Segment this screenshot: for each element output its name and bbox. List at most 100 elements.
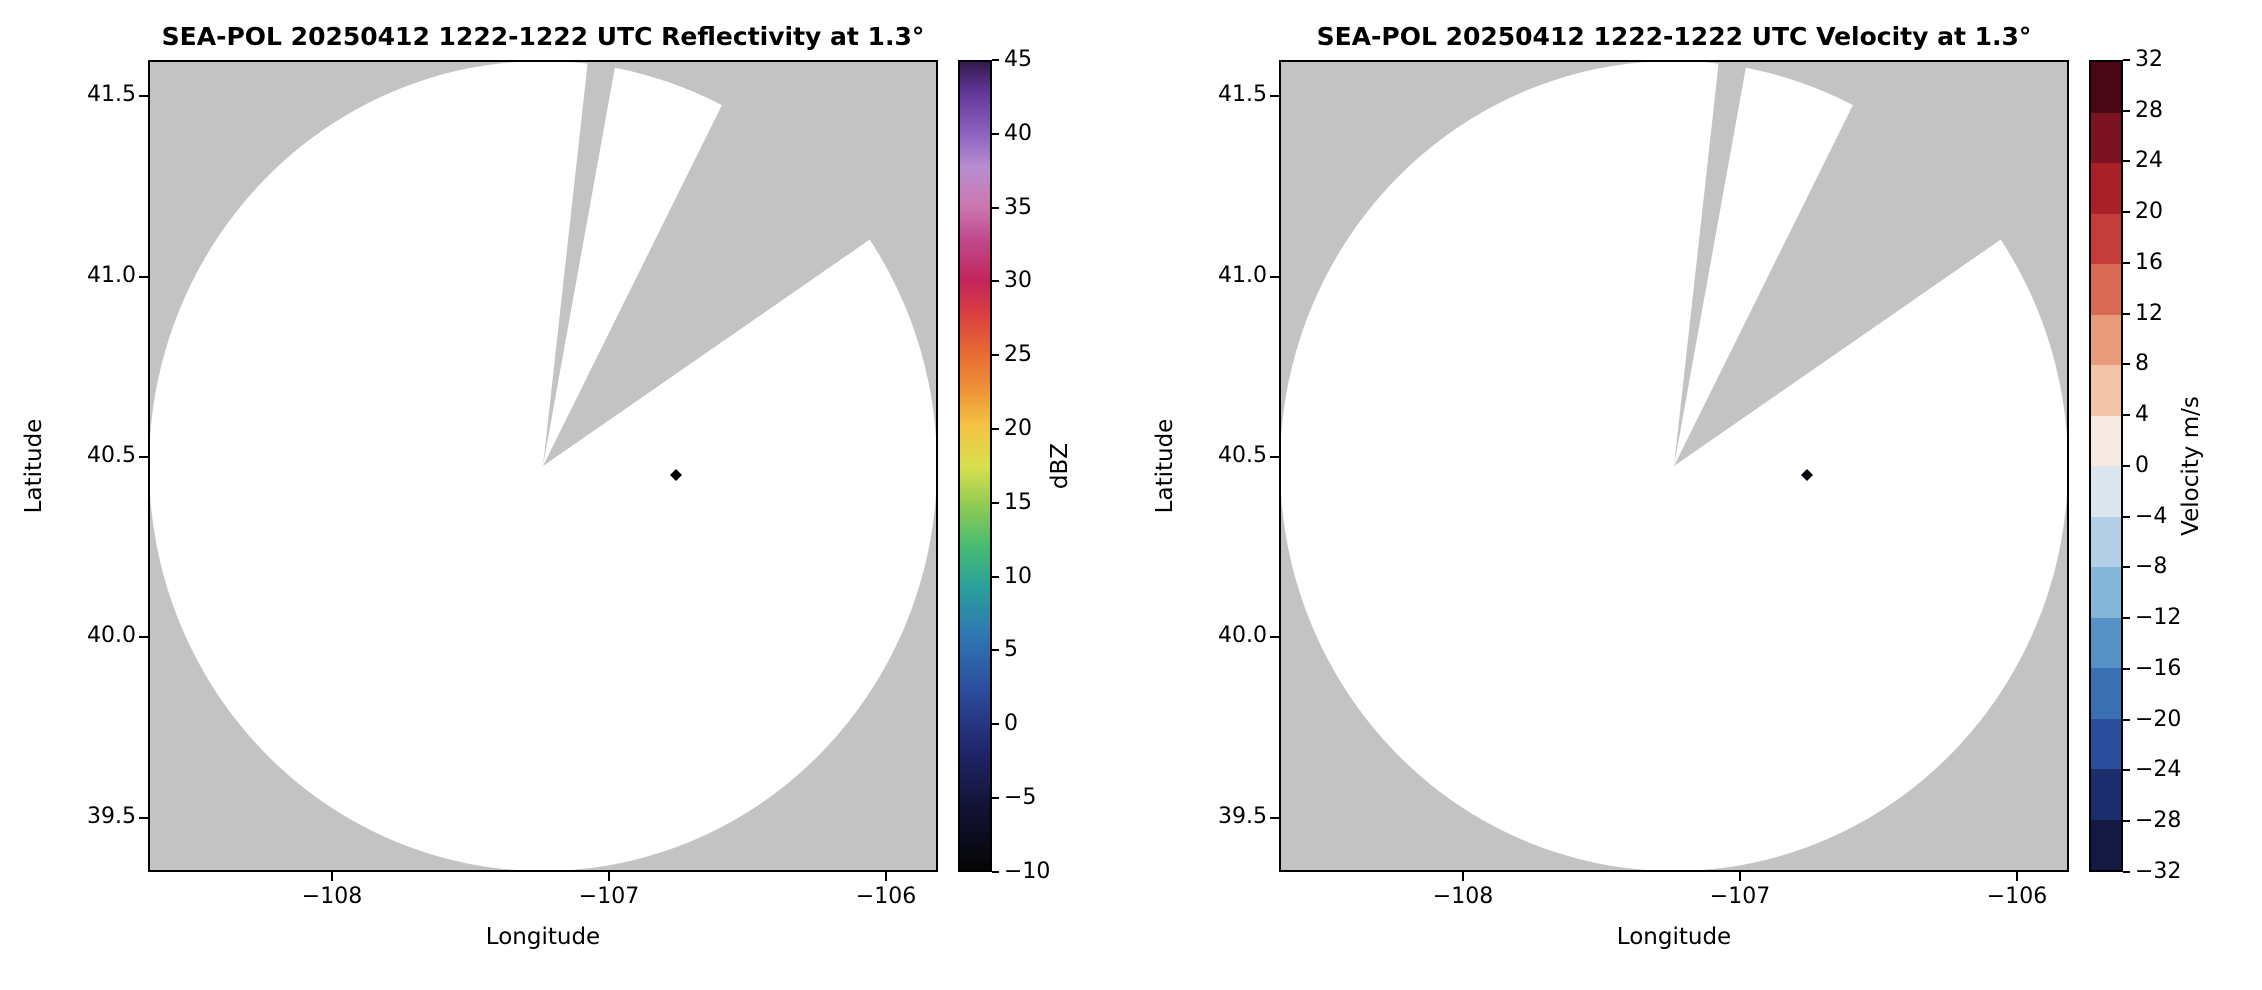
y-axis-label: Latitude — [1152, 418, 1178, 514]
y-tick-mark — [139, 817, 148, 819]
y-tick-label: 39.5 — [87, 804, 136, 829]
colorbar-tick-mark — [2123, 262, 2130, 264]
colorbar-tick-label: 30 — [1004, 268, 1032, 293]
colorbar-tick-label: 12 — [2135, 301, 2163, 326]
colorbar-tick-mark — [2123, 871, 2130, 873]
echo-marker — [1801, 469, 1813, 481]
colorbar-tick-mark — [2123, 668, 2130, 670]
colorbar-tick-mark — [2123, 465, 2130, 467]
velocity-plot-area — [1279, 60, 2069, 872]
colorbar-tick-mark — [2123, 516, 2130, 518]
colorbar-tick-mark — [2123, 617, 2130, 619]
colorbar-tick-mark — [992, 576, 999, 578]
colorbar-tick-mark — [992, 133, 999, 135]
colorbar-tick-mark — [2123, 414, 2130, 416]
reflectivity-plot-area — [148, 60, 938, 872]
y-tick-mark — [1270, 276, 1279, 278]
y-tick-mark — [1270, 817, 1279, 819]
colorbar-tick-mark — [992, 280, 999, 282]
echo-marker — [670, 469, 682, 481]
colorbar-tick-mark — [2123, 820, 2130, 822]
colorbar-tick-label: −20 — [2135, 707, 2182, 732]
colorbar-tick-mark — [992, 649, 999, 651]
colorbar-tick-label: −28 — [2135, 808, 2182, 833]
colorbar-tick-label: 20 — [2135, 199, 2163, 224]
reflectivity-panel: SEA-POL 20250412 1222-1222 UTC Reflectiv… — [21, 22, 1073, 950]
x-tick-label: −108 — [301, 884, 363, 909]
y-tick-mark — [1270, 95, 1279, 97]
x-tick-mark — [2016, 872, 2018, 881]
colorbar-tick-label: 32 — [2135, 47, 2163, 72]
y-tick-label: 41.5 — [87, 82, 136, 107]
x-tick-mark — [608, 872, 610, 881]
x-tick-mark — [885, 872, 887, 881]
colorbar-tick-mark — [2123, 769, 2130, 771]
colorbar-tick-mark — [2123, 566, 2130, 568]
y-tick-label: 40.5 — [1218, 443, 1267, 468]
reflectivity-colorbar-fill — [960, 62, 990, 870]
colorbar-tick-label: 24 — [2135, 148, 2163, 173]
colorbar-tick-mark — [992, 871, 999, 873]
colorbar-tick-mark — [992, 797, 999, 799]
colorbar-tick-mark — [992, 207, 999, 209]
x-tick-label: −107 — [578, 884, 640, 909]
plot-border — [1279, 60, 2069, 872]
x-axis-label: Longitude — [1616, 924, 1732, 950]
y-tick-label: 40.0 — [87, 623, 136, 648]
colorbar-tick-mark — [2123, 59, 2130, 61]
colorbar-axis-label: Velocity m/s — [2178, 396, 2204, 536]
colorbar-tick-mark — [2123, 160, 2130, 162]
colorbar-tick-label: 5 — [1004, 637, 1018, 662]
colorbar-tick-label: −32 — [2135, 859, 2182, 884]
colorbar-tick-label: 15 — [1004, 490, 1032, 515]
colorbar-tick-label: 20 — [1004, 416, 1032, 441]
colorbar-tick-label: 28 — [2135, 98, 2163, 123]
colorbar-tick-label: −16 — [2135, 656, 2182, 681]
colorbar-tick-mark — [2123, 363, 2130, 365]
colorbar-tick-mark — [992, 502, 999, 504]
velocity-colorbar-fill — [2091, 62, 2121, 870]
x-tick-label: −106 — [1986, 884, 2048, 909]
y-tick-mark — [139, 456, 148, 458]
page-title: SEA-POL 20250412 1222-1222 UTC Velocity … — [1316, 22, 2032, 51]
x-tick-label: −107 — [1709, 884, 1771, 909]
colorbar-tick-label: 25 — [1004, 342, 1032, 367]
colorbar-tick-label: 10 — [1004, 564, 1032, 589]
colorbar-tick-label: 0 — [1004, 711, 1018, 736]
blocked-sector-wide — [1674, 104, 2002, 467]
y-tick-mark — [139, 276, 148, 278]
y-tick-mark — [1270, 456, 1279, 458]
colorbar-tick-mark — [2123, 313, 2130, 315]
colorbar-tick-label: −24 — [2135, 757, 2182, 782]
x-tick-mark — [1462, 872, 1464, 881]
colorbar-tick-mark — [992, 723, 999, 725]
colorbar-tick-mark — [992, 59, 999, 61]
velocity-colorbar — [2089, 60, 2123, 872]
y-tick-label: 40.0 — [1218, 623, 1267, 648]
y-tick-mark — [139, 95, 148, 97]
colorbar-tick-label: −12 — [2135, 605, 2182, 630]
colorbar-tick-label: 16 — [2135, 250, 2163, 275]
colorbar-tick-label: 4 — [2135, 402, 2149, 427]
y-tick-mark — [1270, 636, 1279, 638]
page-title: SEA-POL 20250412 1222-1222 UTC Reflectiv… — [161, 22, 925, 51]
x-tick-label: −108 — [1432, 884, 1494, 909]
y-tick-label: 39.5 — [1218, 804, 1267, 829]
colorbar-tick-label: 40 — [1004, 121, 1032, 146]
colorbar-tick-label: 45 — [1004, 47, 1032, 72]
colorbar-tick-mark — [992, 428, 999, 430]
blocked-sector-wide — [543, 104, 871, 467]
y-tick-label: 40.5 — [87, 443, 136, 468]
colorbar-tick-label: 8 — [2135, 351, 2149, 376]
colorbar-tick-label: −8 — [2135, 554, 2168, 579]
blocked-sector-narrow — [543, 62, 615, 466]
colorbar-tick-label: 35 — [1004, 195, 1032, 220]
colorbar-tick-label: −5 — [1004, 785, 1037, 810]
colorbar-tick-label: −10 — [1004, 859, 1051, 884]
y-axis-label: Latitude — [21, 418, 47, 514]
colorbar-tick-mark — [992, 354, 999, 356]
colorbar-tick-mark — [2123, 110, 2130, 112]
y-tick-label: 41.5 — [1218, 82, 1267, 107]
x-axis-label: Longitude — [485, 924, 601, 950]
